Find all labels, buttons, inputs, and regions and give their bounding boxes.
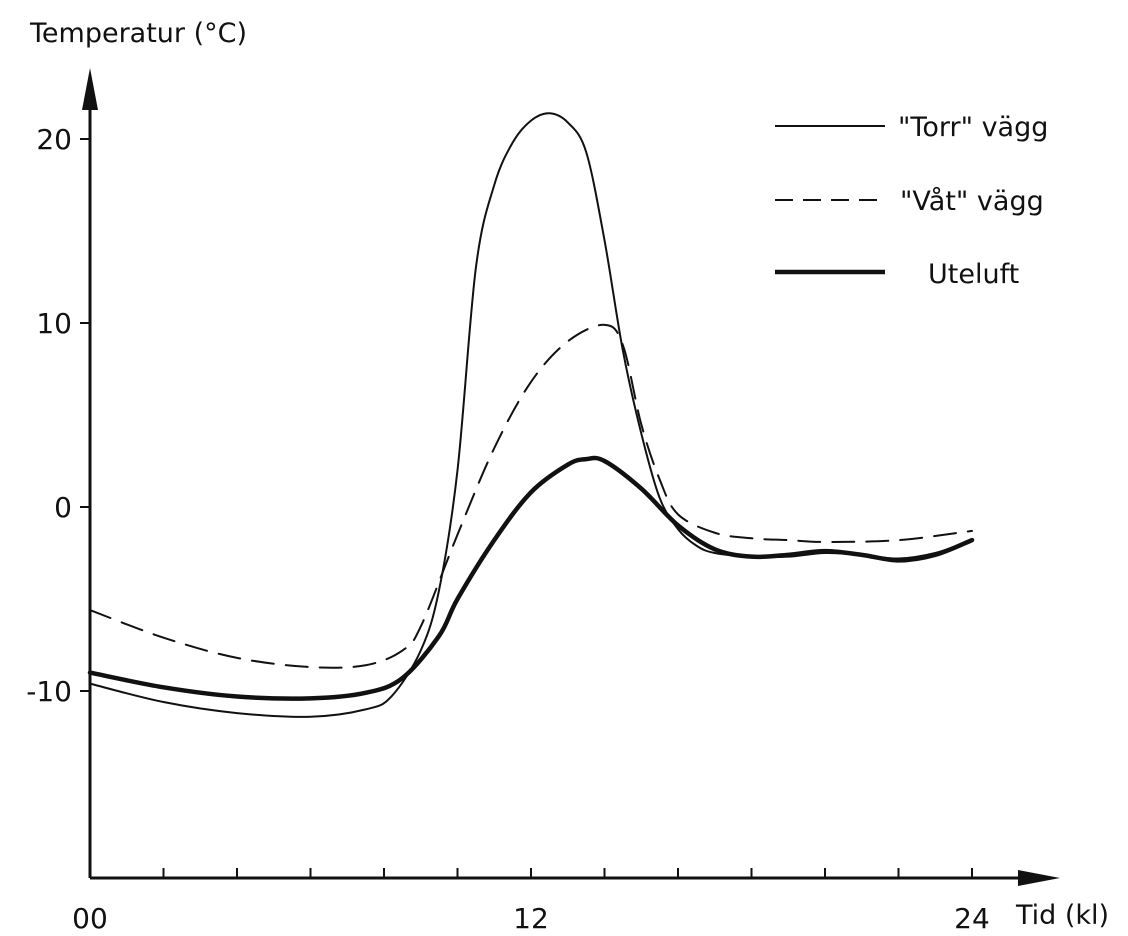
ticks-group: 20 10 0 -10 00 12 24 xyxy=(26,123,990,935)
legend: "Torr" vägg "Våt" vägg Uteluft xyxy=(775,112,1048,290)
x-tick-label: 24 xyxy=(954,902,990,935)
axes-group xyxy=(82,68,1060,886)
legend-label-vat: "Våt" vägg xyxy=(900,186,1044,217)
y-tick-label: -10 xyxy=(26,675,72,708)
x-tick-label: 12 xyxy=(513,902,549,935)
y-axis-title: Temperatur (°C) xyxy=(29,18,247,49)
x-axis-arrow-icon xyxy=(1018,870,1060,886)
y-tick-label: 20 xyxy=(36,123,72,156)
legend-label-uteluft: Uteluft xyxy=(928,259,1019,290)
y-axis-arrow-icon xyxy=(82,68,98,110)
x-axis-title: Tid (kl) xyxy=(1015,900,1109,931)
series-line-vat-vagg xyxy=(89,323,973,669)
y-tick-label: 10 xyxy=(36,307,72,340)
series-line-torr-vagg xyxy=(89,112,973,718)
y-tick-label: 0 xyxy=(54,491,72,524)
series-group xyxy=(87,112,975,718)
series-line-uteluft xyxy=(87,455,975,701)
x-tick-label: 00 xyxy=(72,902,108,935)
legend-label-torr: "Torr" vägg xyxy=(898,112,1048,143)
